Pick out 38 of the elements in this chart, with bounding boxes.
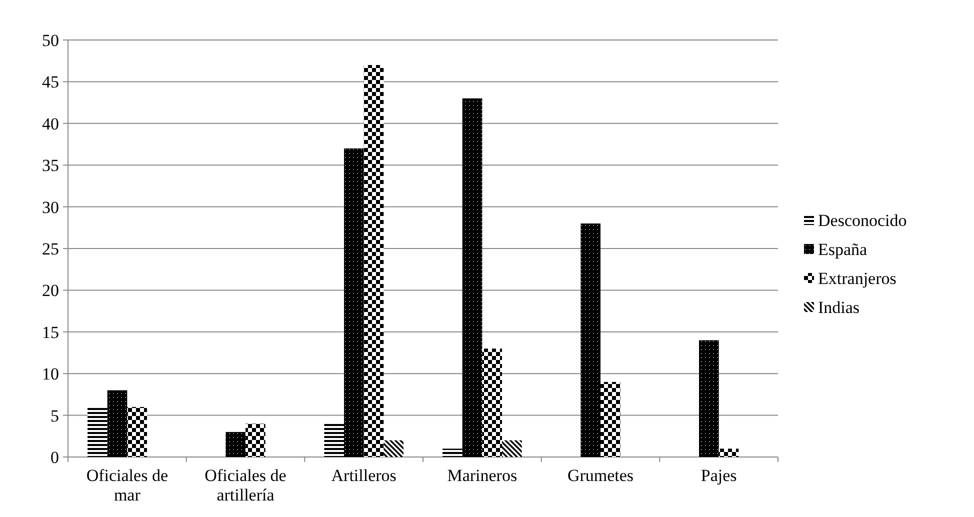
y-tick-label: 5 — [50, 406, 59, 426]
legend-label: Desconocido — [818, 210, 907, 230]
x-tick-label: Grumetes — [567, 466, 634, 485]
bar — [699, 340, 719, 457]
y-tick-label: 25 — [42, 239, 59, 258]
bar — [600, 382, 620, 457]
y-tick-label: 15 — [42, 322, 59, 342]
y-tick-label: 30 — [42, 198, 59, 217]
bar — [127, 406, 147, 457]
bar — [226, 432, 246, 457]
bar — [502, 440, 522, 457]
bar — [482, 348, 502, 457]
bar — [107, 390, 128, 457]
y-tick-label: 20 — [42, 281, 59, 300]
legend-label: España — [818, 240, 868, 259]
y-tick-label: 50 — [42, 30, 59, 50]
y-tick-label: 40 — [42, 114, 59, 134]
y-tick-label: 35 — [42, 156, 59, 176]
x-tick-label: Oficiales de artillería — [204, 466, 286, 505]
bar — [580, 223, 600, 457]
bar — [88, 406, 108, 457]
bar — [442, 448, 462, 457]
legend-label: Extranjeros — [818, 268, 896, 288]
legend-label: Indias — [818, 298, 860, 317]
x-tick-label: Oficiales de mar — [86, 466, 168, 505]
bar — [364, 65, 384, 457]
x-tick-label: Pajes — [700, 466, 737, 485]
y-tick-label: 0 — [50, 448, 59, 467]
bar — [462, 98, 482, 457]
bar — [246, 424, 266, 457]
bar — [384, 440, 404, 457]
x-tick-label: Artilleros — [331, 466, 396, 485]
bar — [344, 148, 364, 457]
y-tick-label: 45 — [42, 72, 59, 92]
y-tick-label: 10 — [42, 364, 59, 384]
bar — [718, 448, 739, 457]
x-tick-label: Marineros — [447, 466, 518, 485]
bar — [324, 424, 344, 457]
